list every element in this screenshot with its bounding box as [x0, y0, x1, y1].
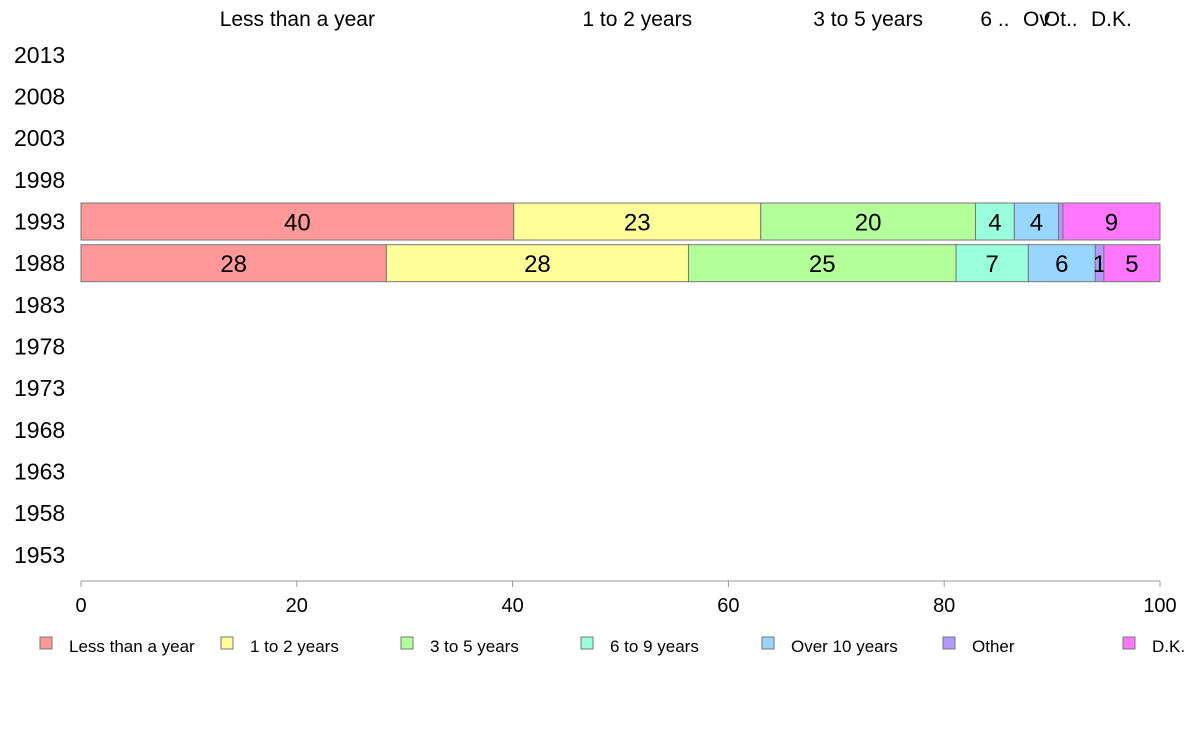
y-tick-label: 1963	[14, 459, 65, 485]
bar-segment	[513, 202, 762, 241]
bar-segment	[1062, 202, 1161, 241]
data-label: 23	[624, 210, 651, 237]
x-tick-label: 40	[501, 595, 523, 617]
legend-label: Over 10 years	[791, 637, 898, 656]
segment-header-label: Ov	[1023, 8, 1050, 31]
y-tick-label: 1958	[14, 500, 65, 526]
bar-segment	[385, 244, 689, 283]
legend-swatch	[761, 636, 775, 650]
bar-segment	[80, 244, 387, 283]
legend-label: Less than a year	[69, 637, 195, 656]
segment-header-label: Less than a year	[220, 8, 375, 31]
legend-swatch	[220, 636, 234, 650]
bar-segment	[1013, 202, 1060, 241]
data-label: 20	[855, 210, 882, 237]
legend-label: 1 to 2 years	[250, 637, 339, 656]
legend-label: Other	[972, 637, 1015, 656]
segment-header-label: 6 ..	[980, 8, 1009, 31]
y-tick-label: 1973	[14, 375, 65, 401]
bar-segment	[955, 244, 1029, 283]
bar-segment	[80, 202, 515, 241]
legend-swatch	[942, 636, 956, 650]
legend-swatch	[39, 636, 53, 650]
bar-segment	[687, 244, 957, 283]
y-tick-label: 1993	[14, 209, 65, 235]
data-label: 28	[220, 251, 247, 278]
y-tick-label: 2008	[14, 84, 65, 110]
data-label: 4	[1030, 210, 1043, 237]
legend-label: 3 to 5 years	[430, 637, 519, 656]
x-tick-label: 100	[1143, 595, 1176, 617]
segment-header-label: Ot..	[1044, 8, 1078, 31]
y-tick-label: 1998	[14, 167, 65, 193]
data-label: 28	[524, 251, 551, 278]
legend-swatch	[1122, 636, 1136, 650]
legend-swatch	[400, 636, 414, 650]
y-tick-label: 1988	[14, 250, 65, 276]
data-label: 4	[988, 210, 1001, 237]
data-label: 40	[284, 210, 311, 237]
data-label: 1	[1093, 251, 1106, 278]
legend-label: D.K.	[1152, 637, 1185, 656]
segment-header-label: 3 to 5 years	[813, 8, 923, 31]
bar-segment	[1058, 202, 1064, 241]
y-tick-label: 1978	[14, 334, 65, 360]
data-label: 5	[1125, 251, 1138, 278]
data-label: 25	[809, 251, 836, 278]
y-tick-label: 1968	[14, 417, 65, 443]
segment-header-label: 1 to 2 years	[582, 8, 692, 31]
y-tick-label: 2013	[14, 42, 65, 68]
data-label: 7	[986, 251, 999, 278]
legend-label: 6 to 9 years	[610, 637, 699, 656]
y-tick-label: 1953	[14, 542, 65, 568]
x-tick-label: 0	[75, 595, 86, 617]
data-label: 6	[1055, 251, 1068, 278]
x-tick-label: 80	[933, 595, 955, 617]
x-tick-label: 20	[286, 595, 308, 617]
segment-header-label: D.K.	[1091, 8, 1132, 31]
bar-segment	[1103, 244, 1161, 283]
bar-segment	[760, 202, 976, 241]
legend-swatch	[580, 636, 594, 650]
y-tick-label: 2003	[14, 125, 65, 151]
x-tick-label: 60	[717, 595, 739, 617]
data-label: 9	[1105, 210, 1118, 237]
y-tick-label: 1983	[14, 292, 65, 318]
